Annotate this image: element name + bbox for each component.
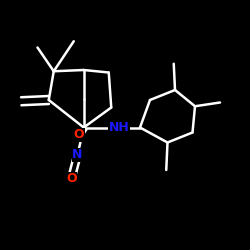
Text: O: O (74, 128, 84, 141)
Text: N: N (72, 148, 83, 162)
Text: O: O (66, 172, 76, 185)
Text: NH: NH (108, 121, 129, 134)
